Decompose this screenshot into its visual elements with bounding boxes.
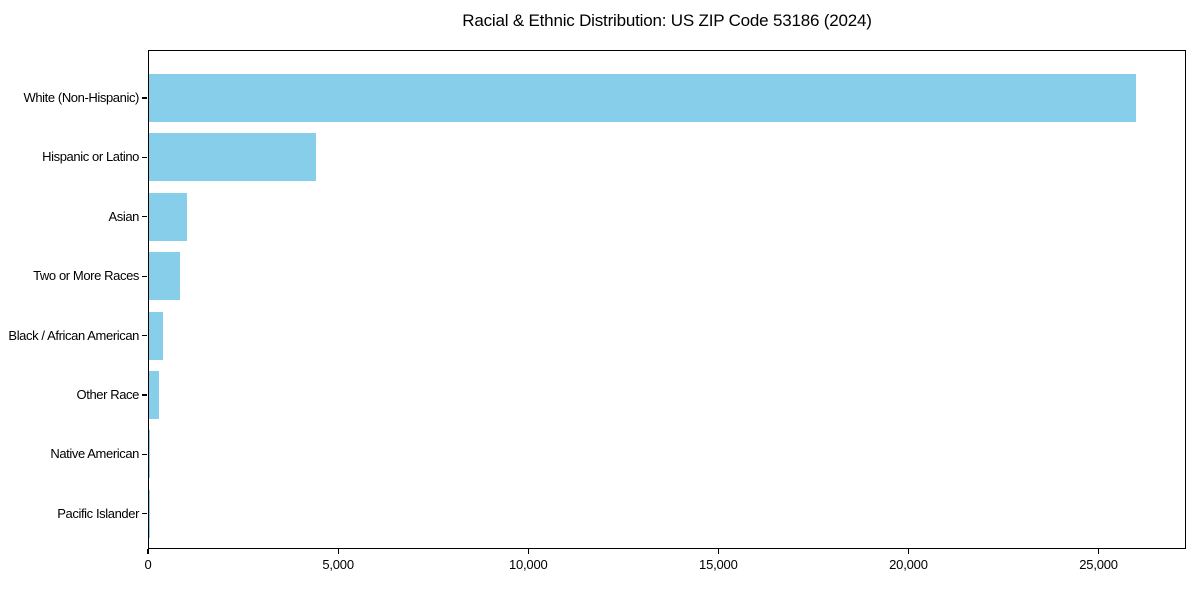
x-tick-label-25-000: 25,000 xyxy=(1079,557,1118,572)
y-tick-mark-pacific-islander xyxy=(142,513,147,515)
y-tick-label-white-non-hispanic: White (Non-Hispanic) xyxy=(23,90,139,105)
x-tick-label-0: 0 xyxy=(144,557,152,572)
y-tick-label-two-or-more-races: Two or More Races xyxy=(33,268,139,284)
y-tick-label-black-african-american: Black / African American xyxy=(8,327,139,343)
bar-two-or-more-races xyxy=(149,252,181,301)
x-tick-label-10-000: 10,000 xyxy=(508,557,548,572)
y-tick-label-other-race: Other Race xyxy=(76,387,140,402)
y-tick-mark-two-or-more-races xyxy=(142,275,147,277)
y-tick-mark-other-race xyxy=(142,394,147,396)
y-tick-mark-asian xyxy=(142,216,147,218)
y-tick-label-asian: Asian xyxy=(108,208,139,224)
bar-hispanic-or-latino xyxy=(149,133,316,182)
x-tick-mark-5-000 xyxy=(337,549,339,554)
x-tick-mark-0 xyxy=(147,549,149,554)
plot-area xyxy=(148,50,1186,549)
bar-white-non-hispanic xyxy=(149,74,1136,122)
x-tick-mark-20-000 xyxy=(907,549,910,554)
chart-title: Racial & Ethnic Distribution: US ZIP Cod… xyxy=(462,11,872,30)
x-tick-label-20-000: 20,000 xyxy=(889,557,928,572)
x-tick-mark-10-000 xyxy=(527,549,529,554)
y-tick-mark-hispanic-or-latino xyxy=(142,156,147,158)
y-tick-mark-white-non-hispanic xyxy=(142,97,147,99)
bar-asian xyxy=(149,192,187,241)
x-tick-label-5-000: 5,000 xyxy=(322,557,354,572)
x-tick-mark-25-000 xyxy=(1097,549,1100,554)
y-tick-label-native-american: Native American xyxy=(50,446,139,462)
x-tick-mark-15-000 xyxy=(717,549,719,554)
bar-black-african-american xyxy=(149,311,163,360)
y-tick-label-hispanic-or-latino: Hispanic or Latino xyxy=(42,149,139,165)
bar-other-race xyxy=(149,371,160,419)
y-tick-mark-native-american xyxy=(142,453,147,455)
y-tick-label-pacific-islander: Pacific Islander xyxy=(57,505,139,521)
bar-native-american xyxy=(149,430,151,479)
y-tick-mark-black-african-american xyxy=(142,335,147,337)
x-tick-label-15-000: 15,000 xyxy=(699,557,738,572)
